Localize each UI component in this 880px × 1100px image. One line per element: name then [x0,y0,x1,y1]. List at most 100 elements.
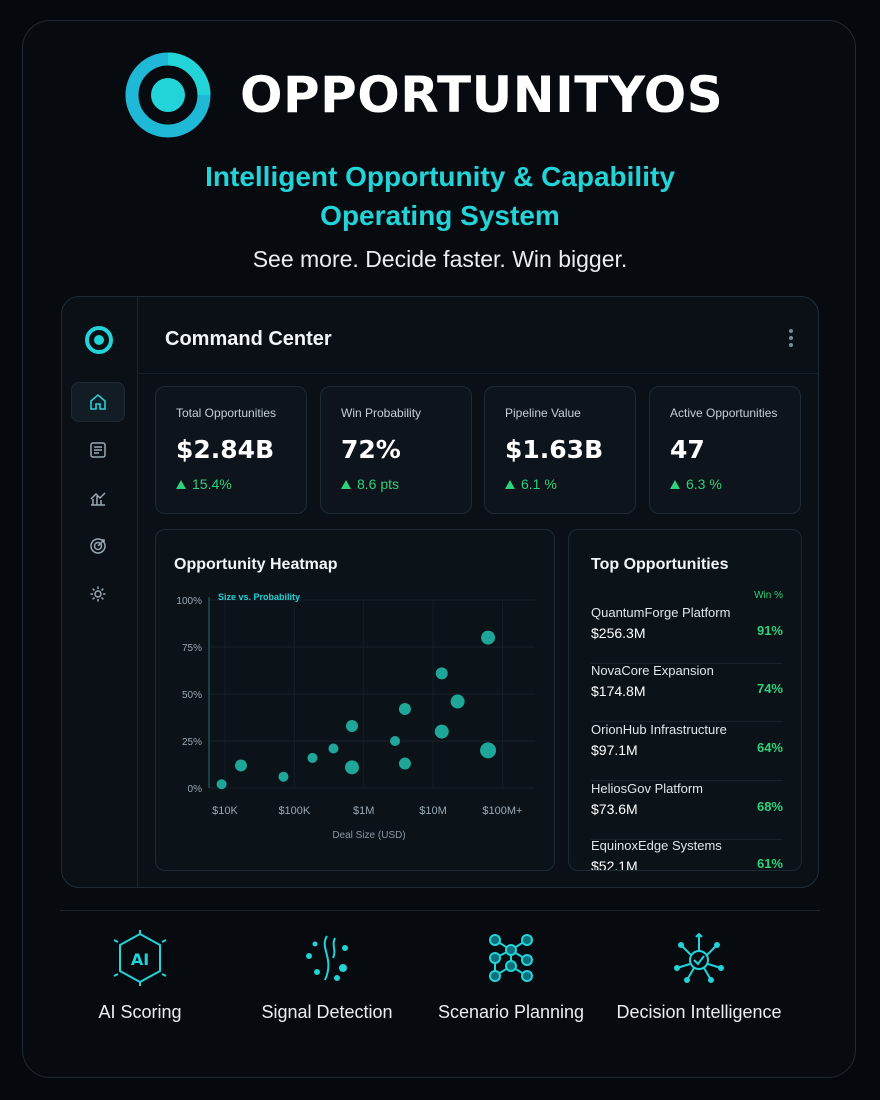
up-arrow-icon [505,479,515,489]
opportunity-name: QuantumForge Platform [591,605,731,620]
kpi-card-pipeline-value[interactable]: Pipeline Value $1.63B 6.1 % [484,386,636,514]
hero-tagline: Intelligent Opportunity & Capability Ope… [0,157,880,235]
scatter-point [234,759,247,772]
scatter-point [307,752,318,763]
x-tick-label: $10M [419,805,447,817]
tagline-line-2: Operating System [320,200,560,231]
scatter-point [390,736,401,746]
list-item[interactable]: HeliosGov Platform $73.6M 68% [591,781,783,840]
kpi-delta: 6.1 % [505,476,557,492]
y-tick-label: 100% [176,596,202,607]
opportunity-value: $174.8M [591,683,646,699]
kpi-card-total-opportunities[interactable]: Total Opportunities $2.84B 15.4% [155,386,307,514]
ai-chip-icon: AI [110,928,170,988]
x-tick-label: $10K [212,805,238,817]
sidebar-item-home[interactable] [71,382,125,422]
kpi-card-win-probability[interactable]: Win Probability 72% 8.6 pts [320,386,472,514]
sidebar-item-list[interactable] [71,430,125,470]
kpi-delta-value: 15.4% [192,476,232,492]
sidebar-item-analytics[interactable] [71,478,125,518]
win-percent-header: Win % [754,590,783,601]
opportunity-win: 74% [756,681,783,696]
feature-label: Decision Intelligence [616,1002,782,1022]
brand: OPPORTUNITYOS [124,50,723,140]
more-options-icon[interactable] [788,329,794,347]
feature-label: AI Scoring [98,1002,182,1022]
opportunity-win: 91% [756,623,783,638]
scatter-point [216,779,227,790]
signal-icon [297,928,357,988]
kpi-label: Total Opportunities [176,406,277,420]
scatter-point [398,703,411,716]
home-icon [90,393,106,410]
kpi-delta-value: 6.3 % [686,476,722,492]
feature-decision-intelligence: Decision Intelligence [604,928,794,1023]
feature-signal-detection: Signal Detection [232,928,422,1023]
scatter-point [278,771,289,782]
opportunity-win: 61% [756,856,783,871]
scatter-point [434,724,449,739]
sidebar [62,297,138,887]
kpi-card-active-opportunities[interactable]: Active Opportunities 47 6.3 % [649,386,801,514]
kpi-delta-value: 6.1 % [521,476,557,492]
opportunity-value: $97.1M [591,742,638,758]
target-icon [90,538,106,554]
dashboard-panel: Command Center Total Opportunities $2.84… [61,296,819,888]
page-title: Command Center [165,328,332,350]
scatter-point [480,742,497,759]
scatter-point [435,667,448,680]
kpi-value: $1.63B [505,435,604,464]
top-opportunities-card: Top Opportunities Win % QuantumForge Pla… [568,529,802,871]
sidebar-logo-icon[interactable] [84,325,114,355]
kpi-delta-value: 8.6 pts [357,476,400,492]
up-arrow-icon [670,479,680,489]
opportunity-value: $52.1M [591,858,638,871]
opportunity-name: OrionHub Infrastructure [591,722,727,737]
kpi-delta: 6.3 % [670,476,722,492]
list-item[interactable]: EquinoxEdge Systems $52.1M 61% [591,838,783,871]
kpi-value: $2.84B [176,435,275,464]
scatter-point [346,719,358,732]
kpi-delta: 15.4% [176,476,232,492]
list-icon [90,442,106,458]
y-tick-label: 50% [182,690,202,701]
gear-icon [90,586,106,602]
kpi-label: Active Opportunities [670,406,778,420]
y-tick-label: 0% [188,784,203,795]
opportunity-win: 68% [756,799,783,814]
opportunity-name: NovaCore Expansion [591,663,714,678]
brand-logo-icon [124,51,212,139]
sidebar-item-targets[interactable] [71,526,125,566]
y-tick-label: 75% [182,643,202,654]
section-divider [60,910,820,911]
up-arrow-icon [341,479,351,489]
kpi-value: 47 [670,435,705,464]
feature-label: Signal Detection [261,1002,393,1022]
opportunity-value: $256.3M [591,625,646,641]
brand-name: OPPORTUNITYOS [240,66,724,124]
sidebar-item-settings[interactable] [71,574,125,614]
list-item[interactable]: NovaCore Expansion $174.8M 74% [591,663,783,722]
feature-scenario-planning: Scenario Planning [416,928,606,1023]
opportunity-value: $73.6M [591,801,638,817]
kpi-label: Win Probability [341,406,422,420]
decision-icon [669,928,729,988]
top-opportunities-title: Top Opportunities [591,556,729,573]
scatter-point [345,760,359,775]
hero-subtitle: See more. Decide faster. Win bigger. [252,246,628,272]
heatmap-title: Opportunity Heatmap [174,556,338,573]
kpi-value: 72% [341,435,401,464]
panel-header: Command Center [138,297,818,374]
x-axis-label: Deal Size (USD) [332,830,405,841]
list-item[interactable]: QuantumForge Platform $256.3M 91% [591,605,783,664]
tagline-line-1: Intelligent Opportunity & Capability [205,161,675,192]
list-item[interactable]: OrionHub Infrastructure $97.1M 64% [591,722,783,781]
scatter-point [450,694,465,709]
scatter-point [398,757,411,770]
scatter-point [328,743,339,754]
feature-ai-scoring: AI AI Scoring [45,928,235,1023]
y-tick-label: 25% [182,737,202,748]
opportunity-name: HeliosGov Platform [591,781,703,796]
chart-icon [90,492,106,506]
scatter-chart[interactable]: 0% 25% 50% 75% 100% $10K $100K $1M $10M $100M+ Siz… [156,570,554,870]
